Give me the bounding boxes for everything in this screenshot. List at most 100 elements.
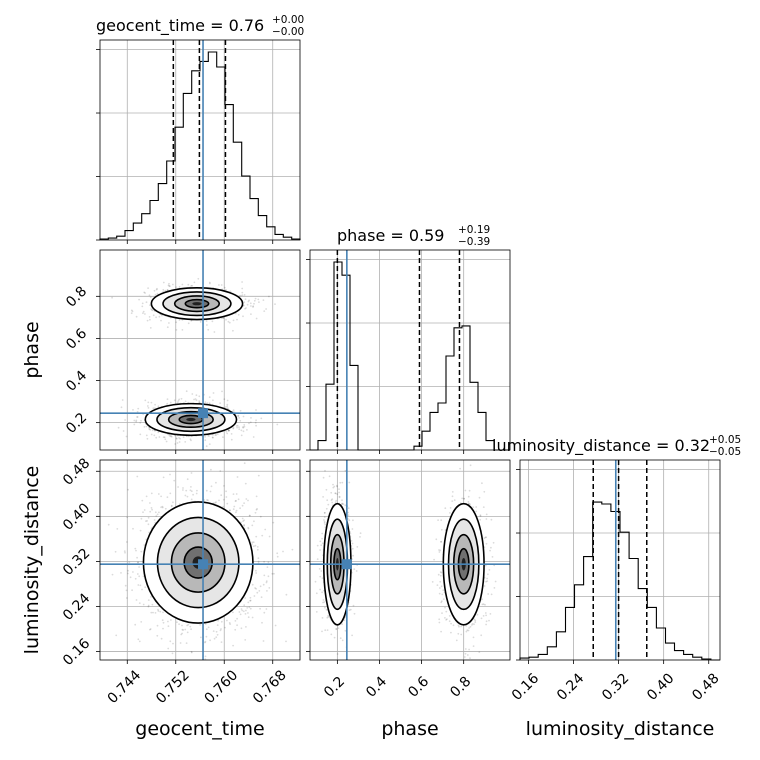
sample-point (163, 436, 166, 439)
sample-point (145, 495, 148, 498)
sample-point (228, 429, 231, 432)
sample-point (449, 507, 452, 509)
hist-frame (99, 39, 301, 241)
sample-point (260, 417, 263, 420)
sample-point (464, 648, 467, 650)
sample-point (131, 589, 134, 592)
sample-point (187, 283, 190, 286)
sample-point (251, 541, 254, 544)
sample-point (257, 474, 260, 477)
sample-point (155, 288, 158, 291)
sample-point (259, 607, 261, 610)
sample-point (255, 569, 257, 572)
sample-point (321, 537, 323, 540)
sample-point (252, 306, 254, 308)
sample-point (251, 583, 254, 586)
sample-point (222, 317, 225, 320)
histogram-phase (310, 261, 510, 451)
sample-point (144, 399, 147, 402)
sample-point (182, 629, 185, 631)
sample-point (247, 499, 249, 502)
sample-point (249, 599, 252, 602)
sample-point (242, 520, 245, 523)
sample-point (186, 495, 189, 498)
sample-point (242, 426, 244, 428)
sample-point (349, 608, 352, 611)
sample-point (468, 489, 471, 492)
sample-point (249, 607, 252, 610)
sample-point (148, 316, 151, 318)
sample-point (162, 281, 165, 284)
sample-point (160, 506, 163, 509)
sample-point (245, 609, 247, 612)
pair-frame (99, 459, 301, 661)
sample-point (181, 329, 184, 331)
sample-point (170, 504, 173, 507)
sample-point (241, 609, 244, 612)
sample-point (223, 485, 225, 487)
sample-point (212, 399, 214, 402)
sample-point (161, 506, 164, 509)
sample-point (273, 572, 275, 575)
sample-point (215, 630, 218, 633)
sample-point (161, 505, 164, 508)
contour-line (150, 287, 244, 321)
sample-point (276, 423, 279, 426)
sample-point (160, 319, 162, 322)
sample-point (319, 549, 321, 551)
sample-point (166, 289, 169, 291)
sample-point (253, 302, 255, 305)
sample-point (352, 519, 354, 522)
title-upper-error: +0.00 (272, 14, 304, 26)
sample-point (155, 436, 158, 439)
sample-point (235, 511, 237, 514)
sample-point (272, 521, 275, 524)
sample-point (244, 307, 246, 310)
sample-point (178, 398, 181, 401)
sample-point (242, 304, 245, 307)
sample-point (125, 541, 128, 543)
sample-point (485, 536, 487, 539)
sample-point (325, 608, 328, 611)
sample-point (236, 424, 239, 427)
sample-point (254, 297, 257, 300)
truth-marker (198, 559, 209, 570)
sample-point (181, 632, 184, 635)
sample-point (236, 476, 239, 478)
sample-point (138, 602, 141, 604)
sample-point (256, 591, 259, 594)
sample-point (243, 519, 246, 522)
sample-point (190, 490, 193, 493)
sample-point (167, 284, 170, 287)
sample-point (235, 493, 238, 495)
sample-point (486, 580, 489, 582)
sample-point (187, 623, 190, 626)
sample-point (150, 433, 153, 436)
sample-point (336, 485, 338, 488)
sample-point (154, 511, 157, 514)
sample-point (322, 599, 325, 601)
sample-point (338, 491, 340, 494)
sample-point (211, 436, 214, 439)
sample-point (359, 532, 362, 535)
sample-point (154, 293, 157, 296)
sample-point (153, 434, 156, 437)
sample-point (216, 433, 219, 435)
sample-point (250, 305, 252, 307)
sample-point (140, 621, 143, 623)
sample-point (224, 626, 226, 629)
sample-point (241, 517, 244, 520)
sample-point (142, 312, 144, 314)
sample-point (242, 430, 245, 433)
sample-point (466, 629, 469, 632)
sample-point (316, 544, 319, 547)
sample-point (212, 630, 215, 632)
sample-point (193, 281, 196, 284)
sample-point (141, 302, 144, 305)
sample-point (219, 470, 222, 472)
sample-point (247, 300, 250, 303)
contour-line (170, 532, 226, 593)
sample-point (124, 419, 126, 421)
sample-point (247, 527, 250, 530)
density-level (192, 302, 202, 306)
